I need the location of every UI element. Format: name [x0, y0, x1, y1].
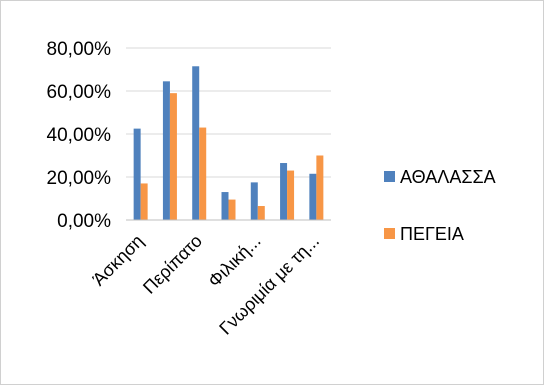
legend-label: ΠΕΓΕΙΑ: [400, 224, 464, 244]
x-tick-label: Άσκηση: [89, 231, 148, 290]
bar-ΠΕΓΕΙΑ: [199, 127, 207, 220]
bar-ΑΘΑΛΑΣΣΑ: [280, 163, 288, 220]
x-tick-label: Γνωριμία με τη...: [215, 231, 323, 339]
legend: ΑΘΑΛΑΣΣΑ ΠΕΓΕΙΑ: [384, 167, 496, 244]
legend-swatch: [384, 171, 395, 182]
y-tick-label: 40,00%: [47, 125, 112, 146]
legend-label: ΑΘΑΛΑΣΣΑ: [400, 167, 496, 187]
y-tick-label: 60,00%: [47, 82, 112, 103]
bar-ΑΘΑΛΑΣΣΑ: [192, 66, 200, 221]
bar-ΠΕΓΕΙΑ: [169, 93, 177, 220]
bar-ΑΘΑΛΑΣΣΑ: [250, 182, 258, 220]
bar-ΠΕΓΕΙΑ: [287, 170, 295, 220]
bar-ΑΘΑΛΑΣΣΑ: [309, 173, 317, 220]
bar-ΠΕΓΕΙΑ: [228, 199, 236, 220]
gridlines: [126, 47, 331, 178]
y-tick-label: 80,00%: [47, 39, 112, 60]
x-tick-label: Φιλική...: [204, 231, 264, 291]
bar-ΠΕΓΕΙΑ: [257, 206, 265, 220]
bar-ΑΘΑΛΑΣΣΑ: [162, 81, 170, 220]
legend-swatch: [384, 228, 395, 239]
y-axis-tick-labels: 0,00% 20,00% 40,00% 60,00% 80,00%: [47, 39, 112, 232]
y-tick-label: 20,00%: [47, 168, 112, 189]
bars: [133, 66, 324, 221]
bar-ΠΕΓΕΙΑ: [316, 155, 324, 220]
bar-ΑΘΑΛΑΣΣΑ: [221, 192, 229, 220]
bar-ΠΕΓΕΙΑ: [140, 183, 148, 220]
x-tick-label: Περίπατο: [139, 231, 206, 298]
bar-ΑΘΑΛΑΣΣΑ: [133, 128, 141, 220]
y-tick-label: 0,00%: [57, 211, 111, 232]
